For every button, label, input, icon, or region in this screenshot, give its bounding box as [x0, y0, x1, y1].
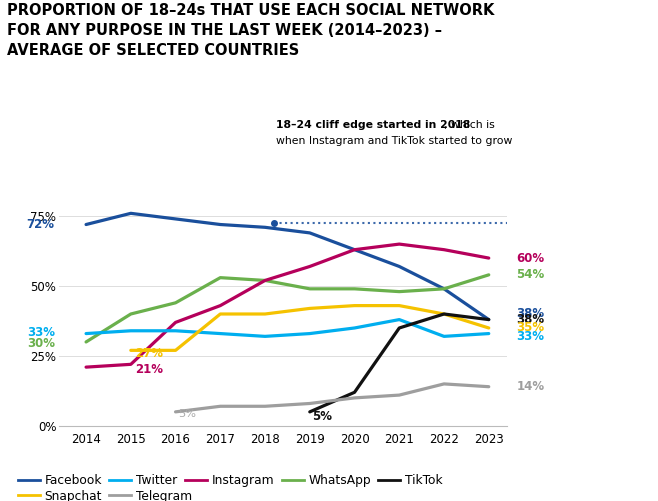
Text: 38%: 38%	[517, 313, 545, 326]
Text: 54%: 54%	[517, 269, 545, 282]
Text: 18–24 cliff edge started in 2018: 18–24 cliff edge started in 2018	[276, 120, 470, 130]
Text: 30%: 30%	[27, 337, 55, 350]
Text: 72%: 72%	[27, 218, 55, 231]
Text: 35%: 35%	[517, 322, 545, 335]
Text: , which is: , which is	[444, 120, 495, 130]
Text: 33%: 33%	[27, 326, 55, 339]
Text: 5%: 5%	[312, 409, 332, 422]
Text: 14%: 14%	[517, 380, 545, 393]
Legend: Snapchat, Telegram: Snapchat, Telegram	[13, 484, 197, 501]
Text: 33%: 33%	[517, 330, 545, 343]
Text: 21%: 21%	[136, 363, 163, 376]
Text: 5%: 5%	[178, 409, 196, 419]
Text: AVERAGE OF SELECTED COUNTRIES: AVERAGE OF SELECTED COUNTRIES	[7, 43, 299, 58]
Legend: Facebook, Twitter, Instagram, WhatsApp, TikTok: Facebook, Twitter, Instagram, WhatsApp, …	[13, 469, 448, 492]
Text: when Instagram and TikTok started to grow: when Instagram and TikTok started to gro…	[276, 136, 513, 146]
Text: 38%: 38%	[517, 308, 545, 321]
Text: PROPORTION OF 18–24s THAT USE EACH SOCIAL NETWORK: PROPORTION OF 18–24s THAT USE EACH SOCIA…	[7, 3, 494, 18]
Text: FOR ANY PURPOSE IN THE LAST WEEK (2014–2023) –: FOR ANY PURPOSE IN THE LAST WEEK (2014–2…	[7, 23, 442, 38]
Text: 60%: 60%	[517, 252, 545, 265]
Text: 27%: 27%	[136, 347, 163, 360]
